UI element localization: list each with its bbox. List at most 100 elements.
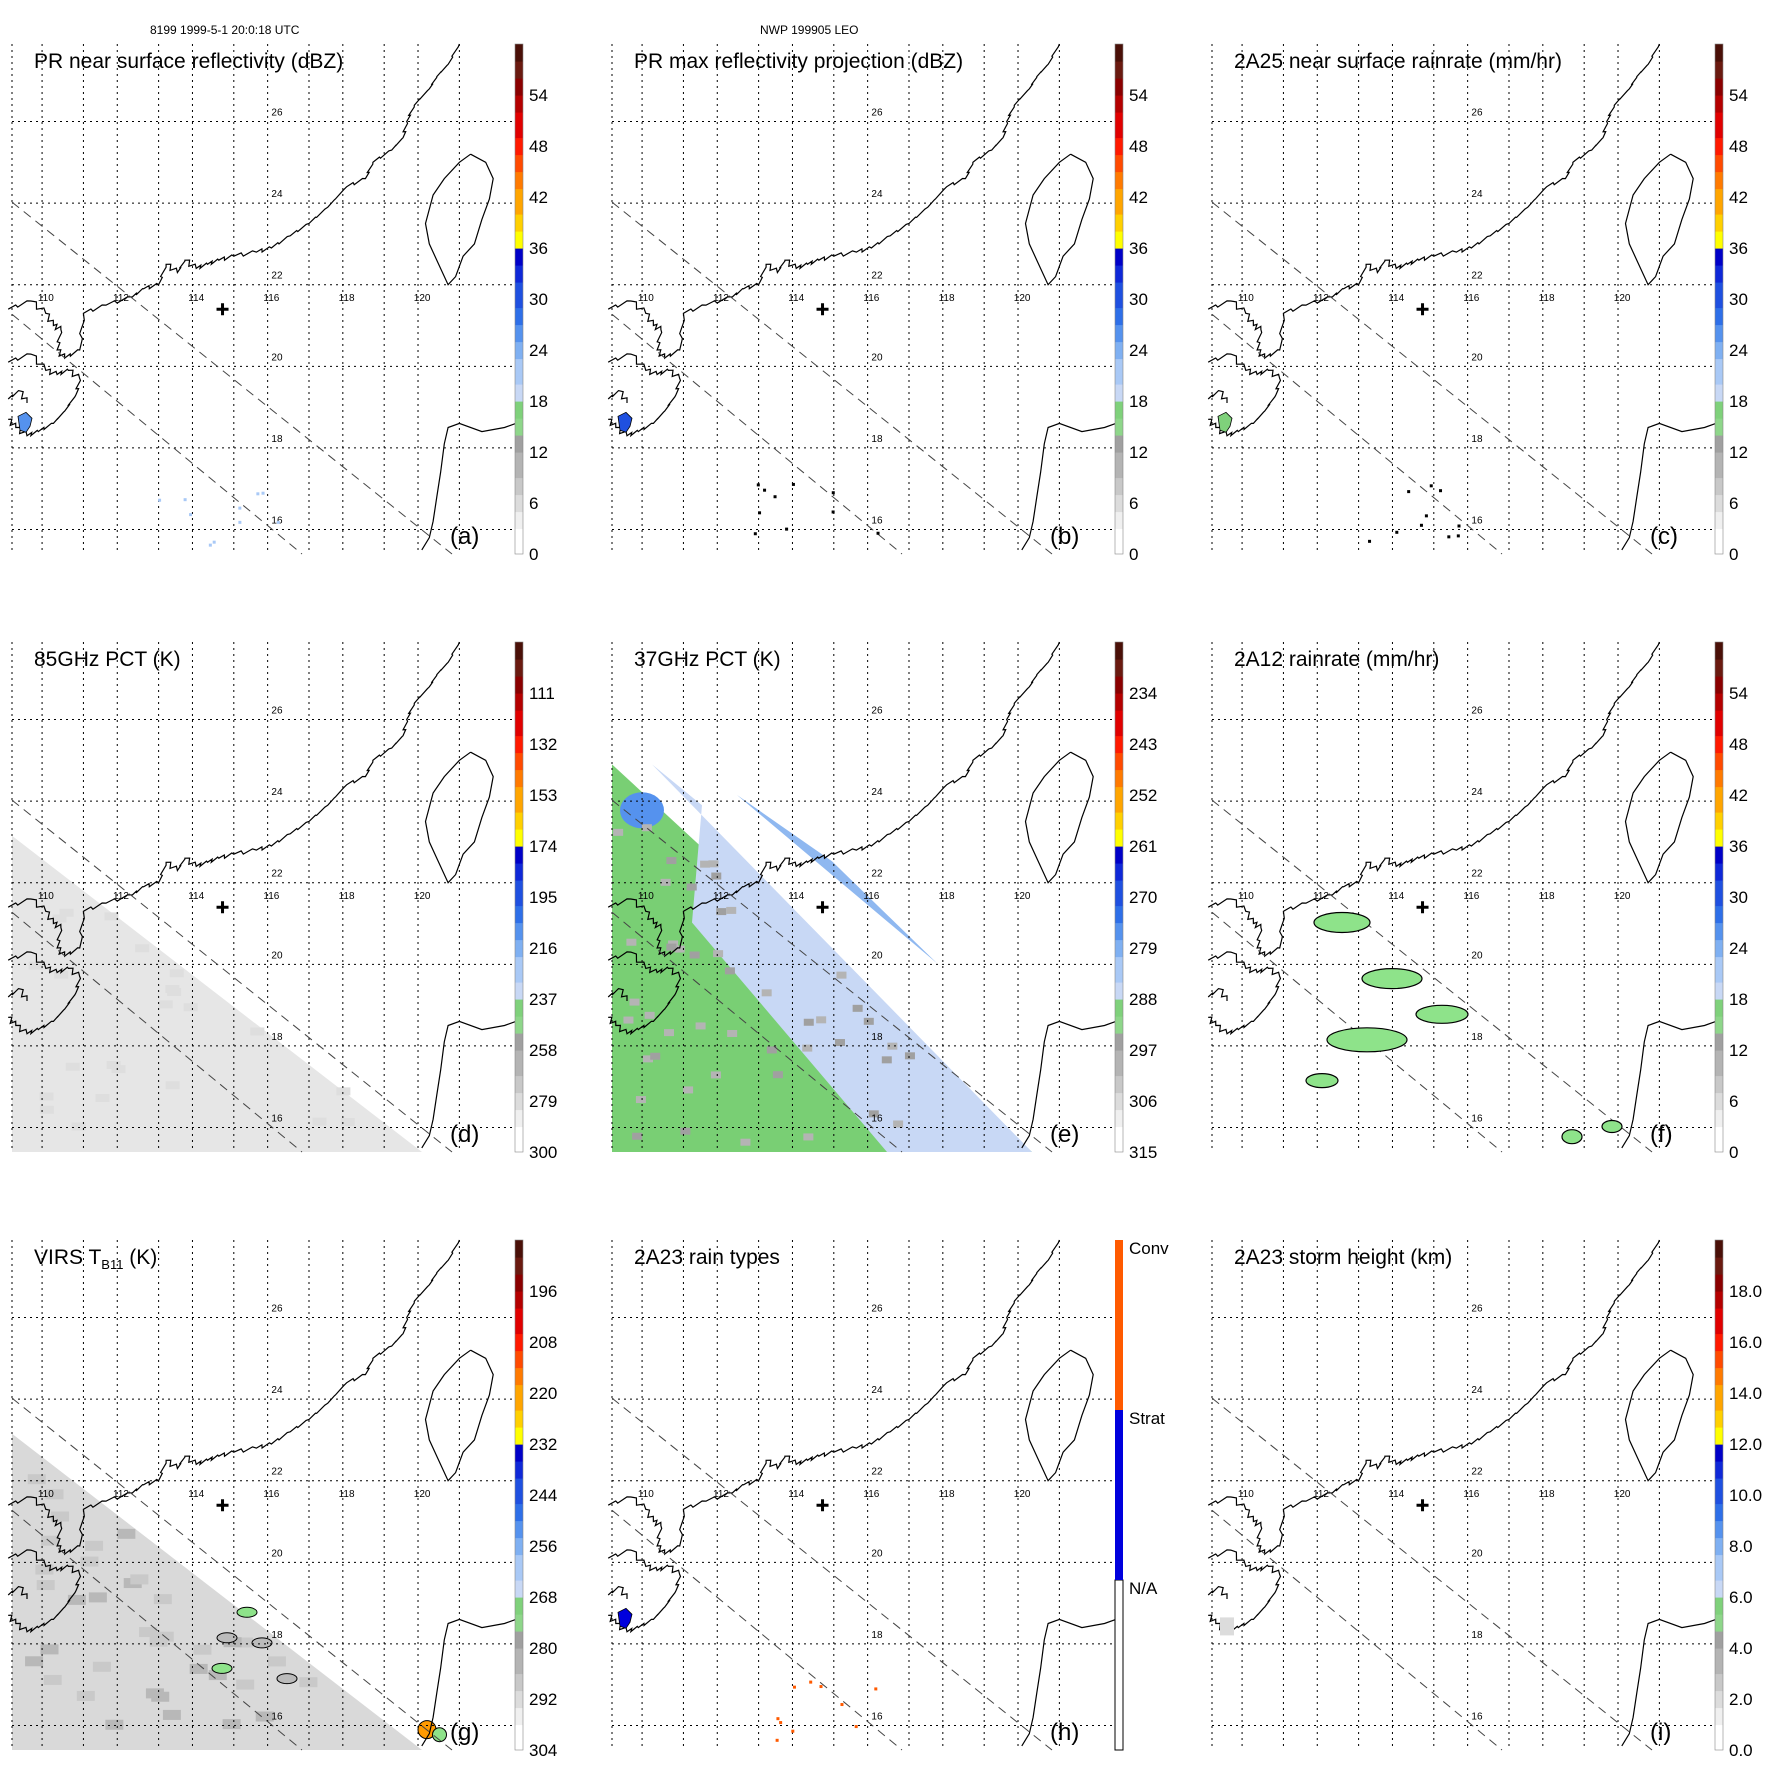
colorbar-bin (1715, 1376, 1723, 1386)
colorbar-bin (1715, 846, 1723, 856)
colorbar-tick-label: 12 (1729, 1041, 1748, 1060)
lon-tick-label: 110 (38, 293, 54, 304)
colorbar-i: 0.0 2.0 4.0 6.0 8.0 10.0 12.0 14.0 16.0 18.0 (1714, 1239, 1762, 1760)
colorbar-tick-label: 24 (1729, 341, 1748, 360)
colorbar-tick-label: 42 (1129, 188, 1148, 207)
coastline-hainan (1207, 951, 1282, 1036)
lat-tick-label: 20 (271, 352, 283, 363)
colorbar-bin (1715, 1084, 1723, 1094)
colorbar-tick-label: 0 (1129, 545, 1138, 564)
colorbar-bin (1115, 718, 1123, 728)
panel-title: 2A12 rainrate (mm/hr) (1234, 648, 1439, 671)
rain-pixel (276, 520, 280, 524)
colorbar-bin (1715, 1435, 1723, 1445)
colorbar-bin (515, 290, 523, 300)
brightness-pixel (236, 1679, 255, 1690)
rain-area (1326, 1027, 1408, 1053)
colorbar-bin (515, 95, 523, 105)
brightness-pixel (234, 1637, 253, 1648)
brightness-pixel (71, 1122, 86, 1131)
rain-pixel (261, 491, 265, 495)
colorbar-bin (1715, 1007, 1723, 1017)
panel-title: 2A25 near surface rainrate (mm/hr) (1234, 50, 1562, 73)
lon-tick-label: 120 (414, 293, 431, 304)
colorbar-bin (1715, 922, 1723, 932)
land-pixel (893, 1120, 904, 1128)
rain-pixel (775, 1738, 779, 1742)
colorbar-bin (515, 1240, 523, 1250)
colorbar-bin (1715, 1469, 1723, 1479)
land-pixel (816, 1016, 827, 1024)
panel-e: 26 24 22 20 18 16 110 112 114 116 118 120 37GHz PCT … (607, 641, 1117, 1153)
colorbar-bin (1715, 1503, 1723, 1513)
colorbar-bin (1715, 659, 1723, 669)
rain-pixel (1456, 534, 1460, 538)
colorbar-bin (1715, 1529, 1723, 1539)
colorbar-bin (515, 1359, 523, 1369)
colorbar-bin (515, 922, 523, 932)
colorbar-bin (1115, 701, 1123, 711)
coastline-hainan (7, 389, 28, 403)
colorbar-bin (515, 214, 523, 224)
colorbar-bin (1715, 1418, 1723, 1428)
colorbar-bin (1115, 795, 1123, 805)
colorbar-bin (1715, 1444, 1723, 1454)
rain-area (1361, 968, 1423, 990)
colorbar-bin (1115, 1101, 1123, 1111)
brightness-pixel (35, 1564, 54, 1575)
colorbar-bin (1115, 684, 1123, 694)
pr-swath-edge (11, 1397, 453, 1751)
colorbar-tick-label: 208 (529, 1333, 557, 1352)
colorbar-bin (1715, 1537, 1723, 1547)
colorbar-bin (1115, 137, 1123, 147)
coastline-taiwan (1624, 153, 1694, 286)
colorbar-bin (1715, 1050, 1723, 1060)
colorbar-bin (1715, 1248, 1723, 1258)
colorbar-bin (515, 341, 523, 351)
colorbar-bin (1715, 1427, 1723, 1437)
colorbar-bin (1115, 222, 1123, 232)
brightness-pixel (208, 1670, 227, 1681)
colorbar-tick-label: 36 (1729, 837, 1748, 856)
colorbar-frame (514, 641, 524, 1153)
brightness-pixel (130, 1574, 149, 1585)
brightness-pixel (40, 1644, 59, 1655)
colorbar-bin (515, 973, 523, 983)
pr-swath-edge (11, 313, 303, 555)
land-pixel (834, 1039, 845, 1047)
colorbar-bin (515, 1673, 523, 1683)
colorbar-bin (1715, 78, 1723, 88)
colorbar-tick-label: 2.0 (1729, 1690, 1753, 1709)
colorbar-bin (1715, 905, 1723, 915)
colorbar-bin (515, 1639, 523, 1649)
colorbar-bin (1715, 486, 1723, 496)
lat-tick-label: 20 (271, 1548, 283, 1559)
colorbar-bin (1115, 180, 1123, 190)
panel-label: (h) (1050, 1719, 1079, 1746)
colorbar-tick-label: 237 (529, 990, 557, 1009)
colorbar-bin (1715, 778, 1723, 788)
coastline-hainan (607, 353, 682, 438)
colorbar-bin (1715, 358, 1723, 368)
rain-pixel (756, 483, 760, 487)
colorbar-bin (1115, 1016, 1123, 1026)
colorbar-bin (1115, 727, 1123, 737)
colorbar-bin (515, 1461, 523, 1471)
colorbar-bin (1715, 86, 1723, 96)
land-pixel (761, 989, 772, 997)
colorbar-tick-label: 48 (1729, 735, 1748, 754)
colorbar-bin (1115, 1041, 1123, 1051)
colorbar-bin (515, 171, 523, 181)
coastline-taiwan (1024, 153, 1094, 286)
colorbar-tick-label: 153 (529, 786, 557, 805)
lat-tick-label: 24 (271, 787, 283, 798)
coastline-luzon (1021, 422, 1117, 551)
colorbar-bin (1715, 1359, 1723, 1369)
brightness-pixel (267, 1656, 286, 1667)
coastline-taiwan (1624, 1349, 1694, 1482)
colorbar-bin (1115, 778, 1123, 788)
colorbar-bin (1715, 375, 1723, 385)
colorbar-bin (1115, 452, 1123, 462)
cold-cloud (216, 1632, 238, 1644)
colorbar-bin (1115, 248, 1123, 258)
